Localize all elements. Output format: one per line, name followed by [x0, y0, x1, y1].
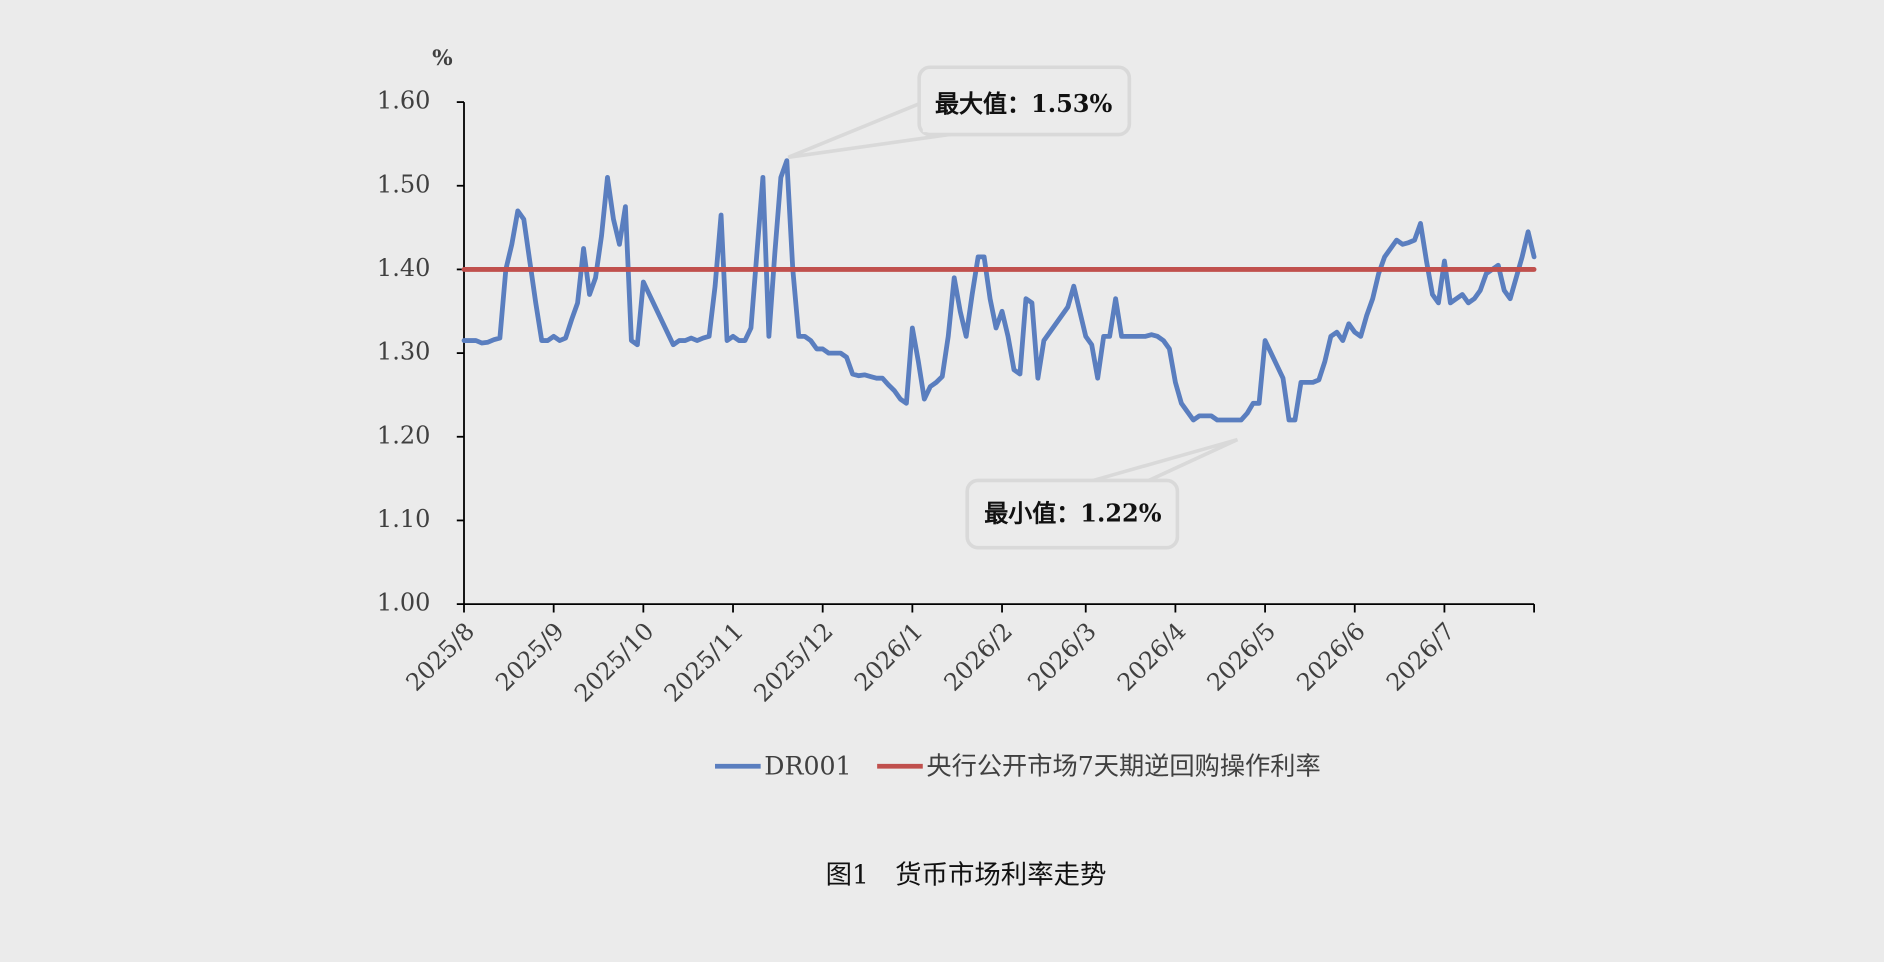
series-line: [461, 158, 1537, 423]
y-tick-label: 1.10: [377, 505, 430, 533]
y-tick-label: 1.20: [377, 421, 430, 449]
y-tick-label: 1.60: [377, 87, 430, 115]
legend-label: 央行公开市场7天期逆回购操作利率: [926, 751, 1320, 780]
y-unit: %: [432, 46, 453, 71]
annotation-min: 最小值：1.22%: [965, 437, 1239, 550]
y-tick-label: 1.50: [377, 170, 430, 198]
y-tick-label: 1.00: [377, 589, 430, 617]
callout-joint: [1081, 484, 1149, 494]
annotation-max: 最大值：1.53%: [787, 65, 1132, 160]
legend: DR001 央行公开市场7天期逆回购操作利率: [715, 751, 1321, 780]
chart-title: 图1 货币市场利率走势: [826, 860, 1107, 891]
callout-joint: [922, 96, 971, 133]
callout-box: [917, 65, 1132, 137]
callout-box: [965, 478, 1180, 550]
annotation-text: 最大值：1.53%: [935, 89, 1112, 118]
y-tick-label: 1.40: [377, 254, 430, 282]
y-tick-label: 1.30: [377, 338, 430, 366]
annotation-text: 最小值：1.22%: [984, 499, 1161, 528]
legend-label: DR001: [764, 751, 851, 780]
